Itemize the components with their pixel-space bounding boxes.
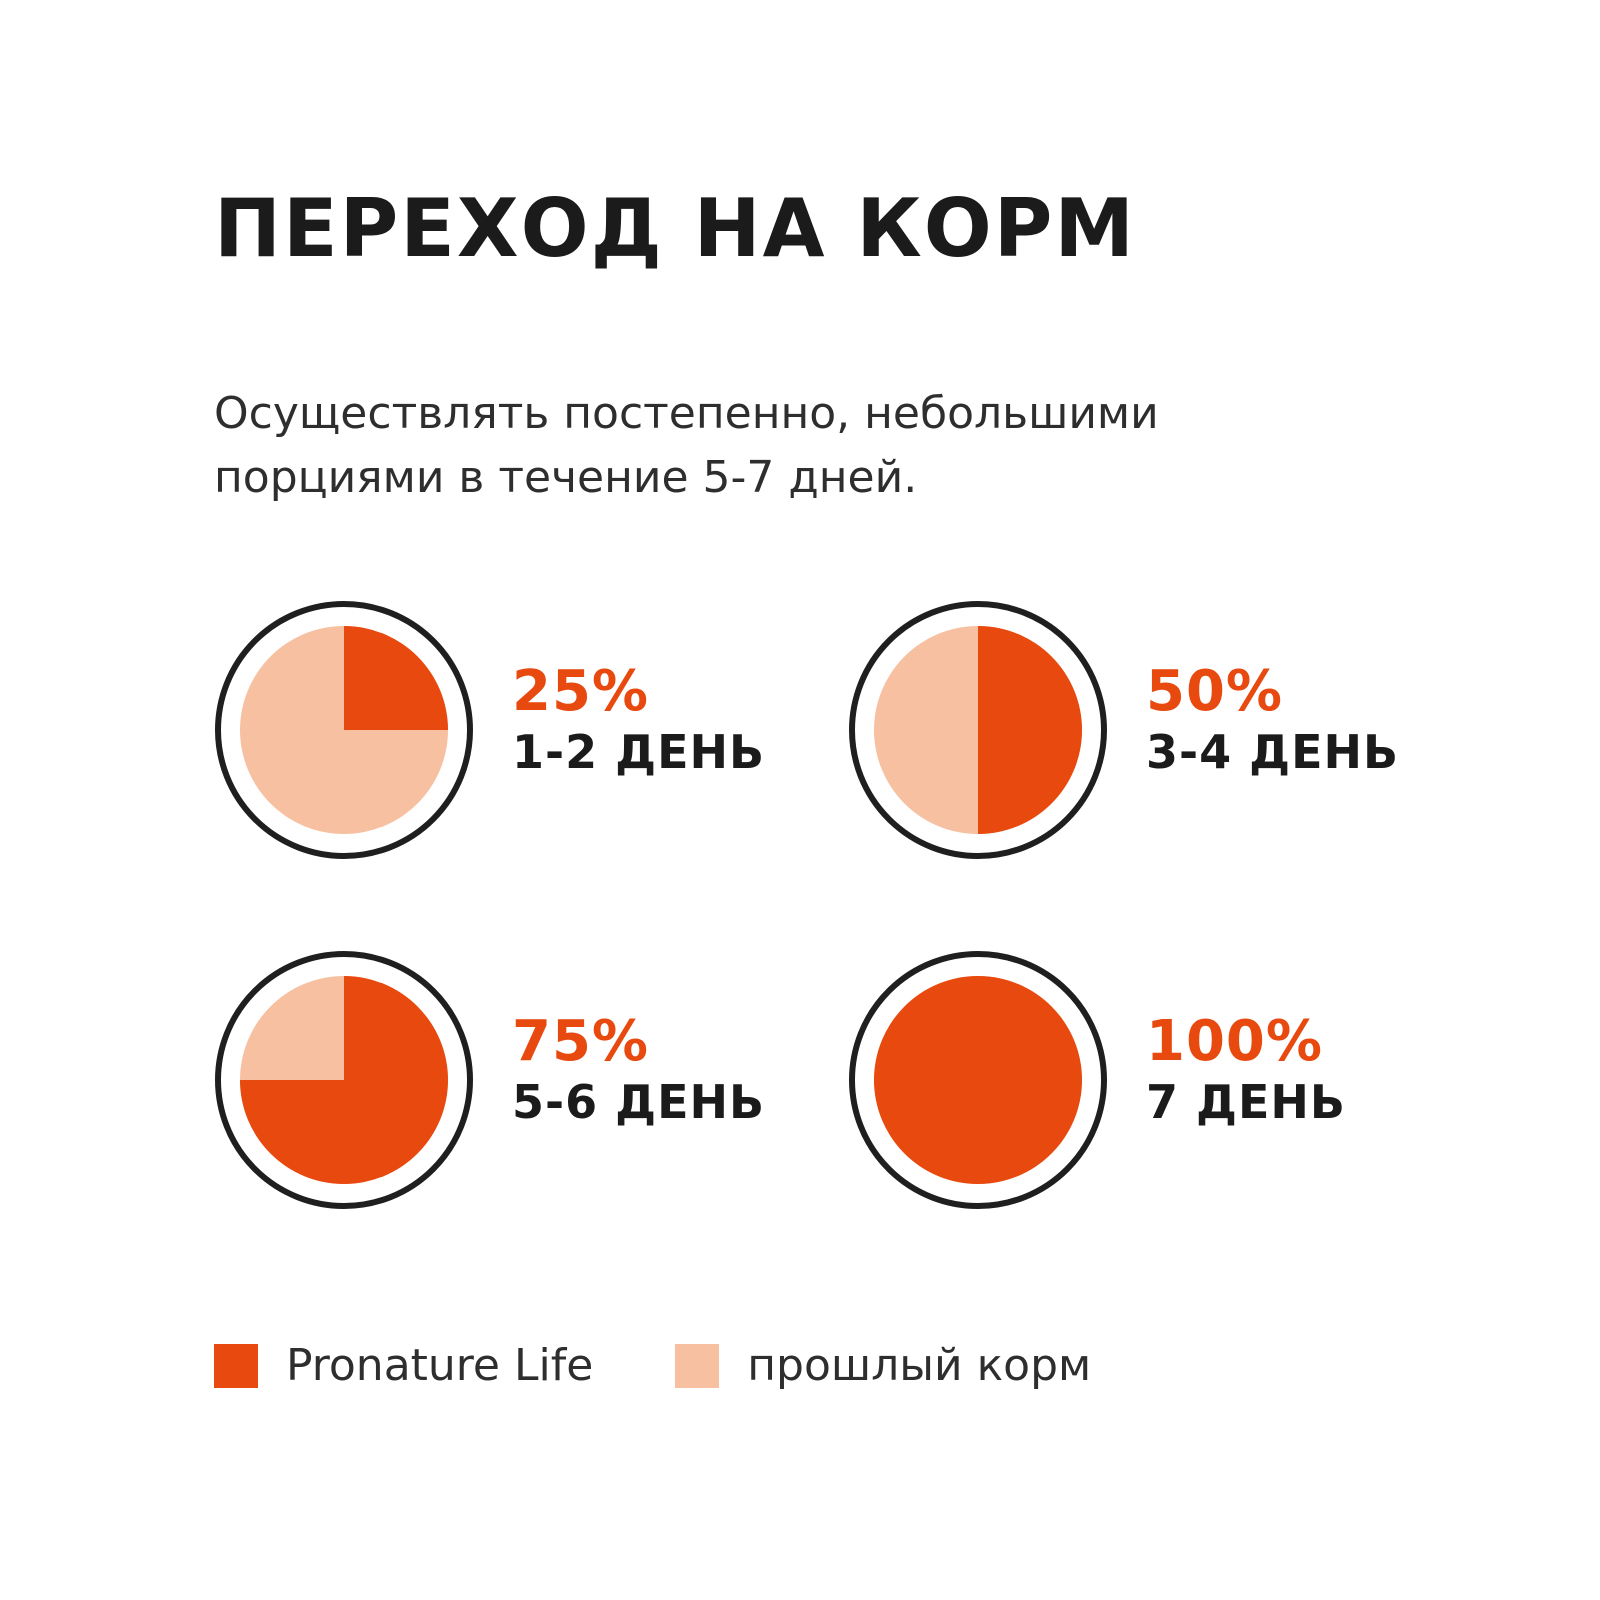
percent-label: 50% [1146, 659, 1284, 724]
pie-slice-new-food [978, 626, 1082, 834]
pie-svg-2 [849, 601, 1107, 859]
pie-label-2: 50% 3-4 ДЕНЬ [1146, 660, 1399, 780]
pie-svg-3 [215, 951, 473, 1209]
legend-label-old-food: прошлый корм [747, 1340, 1092, 1391]
legend: Pronature Life прошлый корм [214, 1340, 1173, 1391]
day-label: 7 ДЕНЬ [1146, 1075, 1346, 1129]
legend-label-new-food: Pronature Life [286, 1340, 594, 1391]
pie-ring [215, 601, 473, 859]
legend-swatch-new-food [214, 1343, 258, 1388]
pie-ring [215, 951, 473, 1209]
subtitle: Осуществлять постепенно, небольшими порц… [214, 382, 1364, 510]
pie-slice-new-food [240, 976, 448, 1184]
pie-label-1: 25% 1-2 ДЕНЬ [512, 660, 765, 780]
percent-label: 75% [512, 1009, 650, 1074]
pie-svg-1 [215, 601, 473, 859]
day-label: 1-2 ДЕНЬ [512, 725, 766, 779]
percent-label: 25% [512, 659, 650, 724]
subtitle-line-1: Осуществлять постепенно, небольшими [214, 388, 1159, 439]
legend-swatch-old-food [675, 1343, 720, 1388]
pie-chart-1 [214, 600, 474, 860]
pie-label-4: 100% 7 ДЕНЬ [1146, 1010, 1346, 1130]
subtitle-line-2: порциями в течение 5-7 дней. [214, 452, 918, 503]
pie-chart-2 [848, 600, 1108, 860]
pie-slice-new-food [344, 626, 448, 730]
pie-chart-4 [848, 950, 1108, 1210]
percent-label: 100% [1146, 1009, 1324, 1074]
pie-chart-3 [214, 950, 474, 1210]
day-label: 5-6 ДЕНЬ [512, 1075, 766, 1129]
pie-svg-4 [849, 951, 1107, 1209]
pie-label-3: 75% 5-6 ДЕНЬ [512, 1010, 765, 1130]
legend-item-old-food: прошлый корм [675, 1340, 1091, 1391]
day-label: 3-4 ДЕНЬ [1146, 725, 1400, 779]
pie-ring [849, 601, 1107, 859]
page-title: ПЕРЕХОД НА КОРМ [214, 182, 1137, 275]
legend-item-new-food: Pronature Life [214, 1340, 593, 1391]
pie-slice-new-food [874, 976, 1082, 1184]
pie-ring [849, 951, 1107, 1209]
